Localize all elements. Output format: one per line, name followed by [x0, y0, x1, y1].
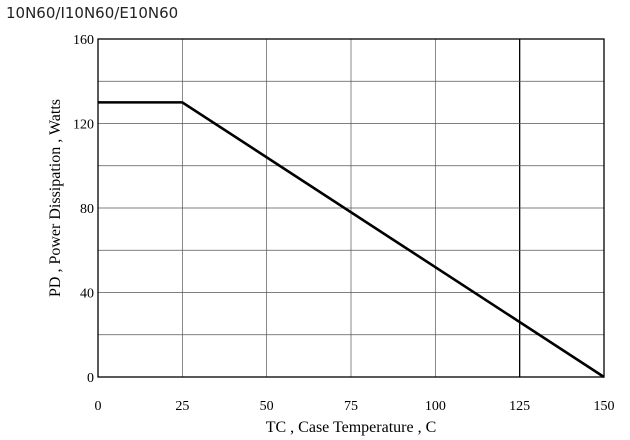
series-layer	[98, 101, 605, 379]
x-tick-label: 125	[509, 399, 530, 414]
y-tick-label: 0	[87, 371, 94, 386]
y-tick-label: 80	[80, 202, 94, 217]
x-tick-label: 25	[175, 399, 189, 414]
x-tick-label: 50	[260, 399, 274, 414]
y-tick-label: 40	[80, 287, 94, 302]
y-tick-label: 160	[73, 33, 94, 48]
x-axis-label: TC , Case Temperature , C	[266, 419, 437, 436]
x-tick-label: 150	[594, 399, 615, 414]
tick-labels: 0 25 50 75 100 125 150 0 40 80 120 160	[73, 33, 615, 414]
y-axis-label: PD , Power Dissipation , Watts	[47, 99, 64, 297]
x-tick-label: 75	[344, 399, 358, 414]
x-tick-label: 100	[425, 399, 446, 414]
x-tick-label: 0	[95, 399, 102, 414]
y-tick-label: 120	[73, 118, 94, 133]
power-derating-line	[98, 101, 605, 379]
plot-frame	[97, 38, 605, 378]
chart-header: 10N60/I10N60/E10N60	[6, 4, 179, 22]
